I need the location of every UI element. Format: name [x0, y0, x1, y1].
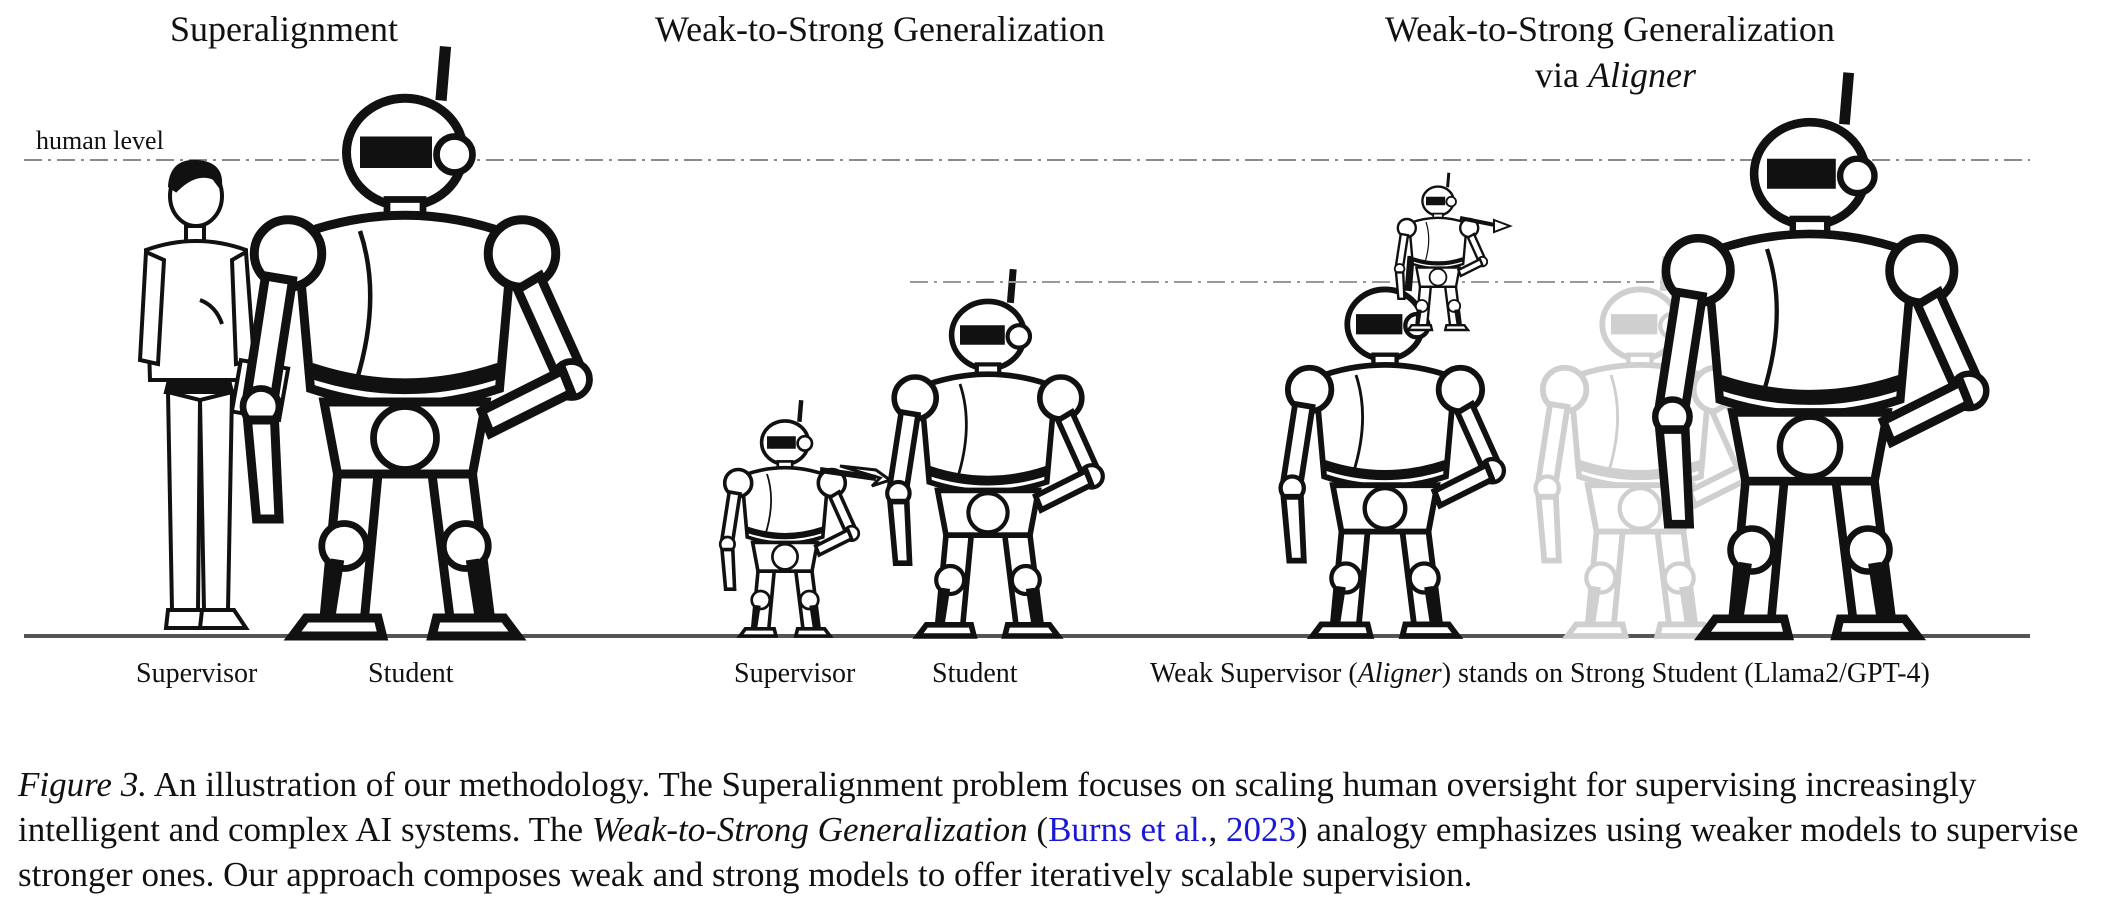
- aligner-title-via: via: [1535, 55, 1588, 95]
- strong-student-robot: [1281, 256, 1504, 636]
- figure-caption: Figure 3. An illustration of our methodo…: [18, 762, 2113, 897]
- w2s-supervisor-label: Supervisor: [734, 658, 856, 689]
- w2s-title: Weak-to-Strong Generalization: [655, 9, 1105, 49]
- citation-separator: ,: [1208, 810, 1226, 849]
- student-robot-superalignment: [243, 47, 590, 637]
- aligner-bottom-italic: Aligner: [1357, 658, 1442, 689]
- strong-robot-human-level: [1655, 73, 1986, 636]
- aligner-title-line2: via Aligner: [1535, 54, 1696, 96]
- superalignment-student-label: Student: [368, 658, 454, 689]
- caption-part1: An illustration of our methodology. The …: [18, 765, 1977, 849]
- illustration-figure: [24, 0, 2030, 700]
- caption-italic-term: Weak-to-Strong Generalization: [591, 810, 1028, 849]
- aligner-pointing-icon: [1493, 218, 1513, 234]
- citation-author-link[interactable]: Burns et al.: [1048, 810, 1209, 849]
- caption-part2: (: [1027, 810, 1049, 849]
- figure-label: Figure 3.: [18, 765, 147, 804]
- superalignment-title: Superalignment: [170, 9, 398, 49]
- superalignment-supervisor-label: Supervisor: [136, 658, 258, 689]
- caption-part3: ) analogy emphasizes using weaker models…: [18, 810, 2079, 894]
- citation-year-link[interactable]: 2023: [1225, 810, 1296, 849]
- supervisor-robot-small: [720, 400, 859, 636]
- aligner-bottom-post: ) stands on Strong Student (Llama2/GPT-4…: [1441, 658, 1930, 689]
- human-level-label: human level: [36, 126, 164, 155]
- w2s-student-label: Student: [932, 658, 1018, 689]
- aligner-title-italic: Aligner: [1587, 55, 1696, 95]
- pointing-arm: [819, 467, 877, 481]
- aligner-title-line1: Weak-to-Strong Generalization: [1385, 9, 1835, 49]
- aligner-bottom-pre: Weak Supervisor (: [1150, 658, 1358, 689]
- student-robot-medium: [887, 269, 1103, 636]
- aligner-bottom-label: Weak Supervisor (Aligner) stands on Stro…: [1150, 658, 1930, 690]
